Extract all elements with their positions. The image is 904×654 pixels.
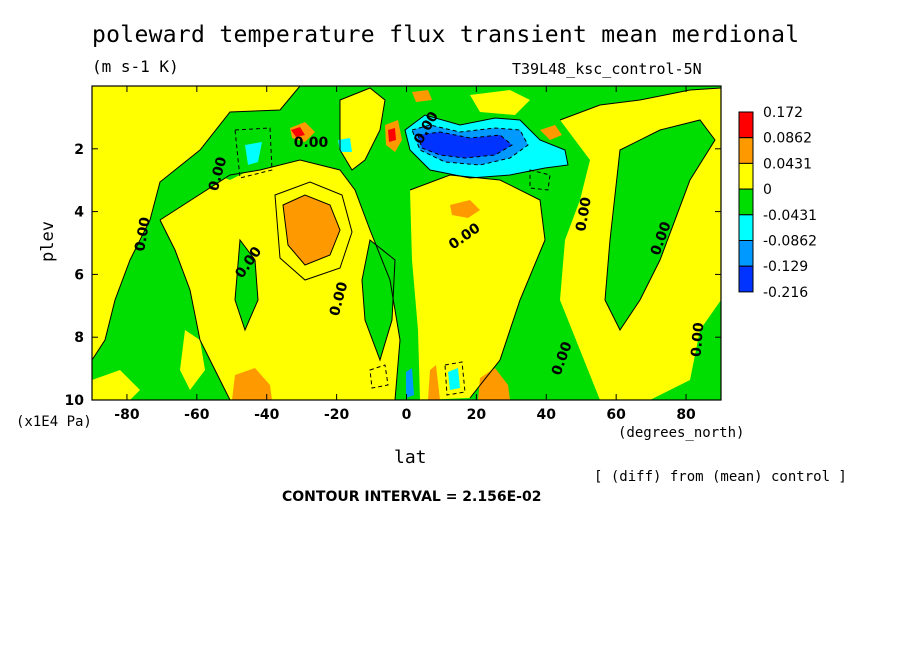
y-tick-label: 6: [74, 267, 84, 283]
legend-level-label: 0: [763, 182, 772, 198]
contour-line: [411, 124, 529, 166]
contour-line: [369, 364, 389, 389]
contour-interval: CONTOUR INTERVAL = 2.156E-02: [282, 489, 542, 505]
x-tick-label: 60: [606, 407, 626, 423]
legend-swatch: [738, 214, 754, 242]
legend-level-label: -0.0862: [763, 234, 817, 250]
contour-line: [604, 119, 716, 331]
fill-positive-low: [470, 90, 530, 115]
color-legend: 0.172 0.0862 0.0431 0 -0.0431 -0.0862 -0.129 -0…: [738, 105, 817, 301]
legend-swatch: [738, 162, 754, 190]
x-tick-label: 20: [467, 407, 487, 423]
diff-note: [ (diff) from (mean) control ]: [594, 469, 847, 485]
fill-negative-low: [235, 240, 258, 330]
x-axis-units: (degrees_north): [618, 425, 745, 441]
contour-line: [559, 87, 721, 121]
legend-level-label: -0.0431: [763, 208, 817, 224]
contour-line: [361, 239, 396, 362]
contour-line: [417, 131, 513, 159]
y-tick-label: 10: [65, 393, 85, 409]
fill-negative-mid: [448, 368, 460, 390]
fill-negative-mid: [245, 142, 262, 165]
contour-line: [92, 86, 301, 361]
legend-level-label: 0.0431: [763, 156, 812, 172]
legend-swatch: [738, 137, 754, 164]
fill-positive-mid: [428, 365, 440, 400]
x-tick-label: -40: [254, 407, 280, 423]
legend-swatch: [738, 111, 754, 139]
contour-line: [282, 194, 341, 266]
contour-line: [234, 238, 259, 332]
legend-level-label: -0.216: [763, 285, 808, 301]
run-label: T39L48_ksc_control-5N: [512, 60, 702, 78]
contour-label: 0.00: [573, 196, 595, 233]
fill-positive-low: [410, 175, 545, 400]
legend-level-label: -0.129: [763, 259, 808, 275]
x-tick-label: 40: [537, 407, 557, 423]
contour-label: 0.00: [689, 321, 708, 357]
fill-positive-mid: [232, 368, 272, 400]
contour-line: [234, 127, 273, 179]
x-axis-label: lat: [394, 447, 427, 468]
fill-positive-mid: [478, 368, 510, 400]
y-tick-label: 2: [74, 142, 84, 158]
fill-positive-low: [180, 330, 205, 390]
x-tick-label: -20: [324, 407, 350, 423]
contour-line: [529, 169, 551, 191]
x-tick-label: -80: [114, 407, 140, 423]
fill-positive-low: [160, 160, 400, 400]
legend-level-label: 0.0862: [763, 131, 812, 147]
fill-negative-low: [362, 240, 395, 360]
fill-positive-low: [92, 86, 300, 360]
x-tick-label: -60: [184, 407, 210, 423]
fill-negative-high: [406, 368, 414, 398]
contour-line: [339, 87, 386, 171]
fill-positive-mid: [540, 125, 562, 140]
contour-fills: [92, 86, 721, 400]
fill-positive-mid: [450, 200, 480, 218]
fill-positive-high: [388, 128, 396, 142]
chart-units: (m s-1 K): [92, 57, 179, 76]
fill-positive-mid: [283, 195, 340, 265]
contour-lines-negative: [234, 124, 551, 396]
axes: -80 -60 -40 -20 0 20 40 60 80 2 4 6 8 10: [65, 86, 721, 423]
fill-positive-mid: [412, 90, 432, 102]
y-tick-label: 8: [74, 330, 84, 346]
legend-swatch: [738, 240, 754, 267]
contour-line: [159, 159, 401, 400]
fill-positive-low: [92, 370, 140, 400]
contour-line: [404, 114, 569, 179]
y-axis-units: (x1E4 Pa): [16, 414, 92, 430]
y-tick-label: 4: [74, 205, 84, 221]
legend-swatch: [738, 188, 754, 216]
contour-label: 0.00: [132, 216, 154, 253]
contour-label: 0.00: [294, 135, 329, 151]
legend-level-label: 0.172: [763, 105, 803, 121]
contour-line: [274, 181, 353, 281]
x-tick-label: 80: [676, 407, 696, 423]
fill-negative-low: [605, 120, 715, 330]
fill-positive-high: [291, 127, 305, 137]
legend-swatch: [738, 265, 754, 293]
fill-negative-max: [418, 132, 512, 158]
contour-line: [159, 219, 231, 400]
x-tick-label: 0: [402, 407, 412, 423]
chart-title: poleward temperature flux transient mean…: [92, 22, 800, 48]
fill-negative-mid: [338, 138, 352, 152]
contour-lines: [92, 86, 721, 400]
